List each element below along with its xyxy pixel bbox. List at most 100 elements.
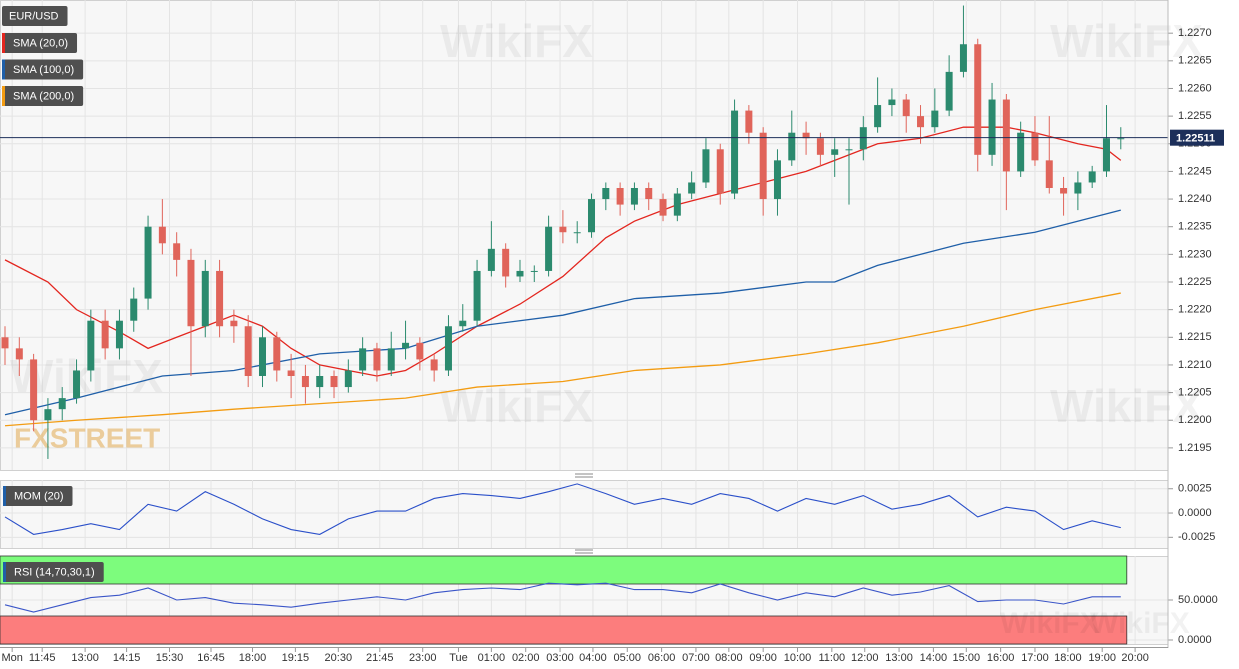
candle-body — [931, 110, 939, 128]
x-tick-label: 18:00 — [1054, 652, 1082, 664]
sma-line — [4, 126, 1122, 377]
candle-body — [287, 370, 295, 376]
y-tick-label: 1.2200 — [1178, 414, 1212, 426]
candle-body — [1017, 132, 1025, 172]
last-price-box — [1170, 129, 1224, 146]
y-tick-label: 1.2210 — [1178, 359, 1212, 371]
x-tick-label: 06:00 — [648, 652, 676, 664]
candle-body — [645, 188, 653, 200]
y-tick-label: 0.0025 — [1178, 483, 1212, 495]
candle-body — [430, 359, 438, 371]
candle-body — [15, 348, 23, 360]
indicator-line — [4, 582, 1121, 613]
candle-body — [802, 132, 810, 139]
legend-swatch — [3, 486, 6, 506]
x-tick-label: 01:00 — [478, 652, 506, 664]
x-tick-label: 04:00 — [579, 652, 607, 664]
candle-body — [1102, 138, 1110, 172]
sma-line — [4, 292, 1121, 427]
x-tick-label: 21:45 — [366, 652, 394, 664]
candle-body — [487, 248, 495, 271]
y-tick-label: 1.2240 — [1178, 193, 1212, 205]
x-tick-label: 13:00 — [71, 652, 99, 664]
candle-body — [773, 160, 781, 200]
candle-body — [917, 116, 925, 128]
y-tick-label: 1.2265 — [1178, 55, 1212, 67]
panel — [0, 480, 1169, 549]
legend-box-bg — [2, 86, 84, 106]
candle-body — [1088, 171, 1096, 183]
candle-body — [316, 376, 324, 388]
x-tick-label: 14:15 — [113, 652, 141, 664]
y-tick-label: 1.2195 — [1178, 442, 1212, 454]
candle-body — [230, 320, 238, 327]
x-tick-label: 11:00 — [818, 652, 845, 664]
candle-body — [1045, 160, 1053, 188]
candle-body — [1, 337, 9, 349]
indicator-line — [4, 483, 1121, 535]
candle-body — [816, 138, 824, 155]
legend-box: SMA (100,0) — [2, 59, 84, 80]
x-tick-label: 20:30 — [325, 652, 353, 664]
legend-box-bg — [2, 33, 78, 53]
candle-body — [187, 259, 195, 327]
y-tick-label: 1.2260 — [1178, 82, 1212, 94]
candle-body — [402, 342, 410, 349]
y-tick-label: 1.2220 — [1178, 304, 1212, 316]
legend-box-bg — [2, 6, 68, 26]
candle-body — [216, 270, 224, 327]
candle-body — [30, 359, 38, 421]
y-tick-label: 1.2225 — [1178, 276, 1212, 288]
legend-box: EUR/USD — [2, 6, 68, 26]
legend-label: EUR/USD — [9, 10, 59, 22]
candle-body — [459, 320, 467, 327]
x-tick-label: 14:00 — [920, 652, 948, 664]
candle-body — [502, 248, 510, 277]
candle-body — [988, 99, 996, 155]
y-tick-label: 1.2215 — [1178, 331, 1212, 343]
oversold-zone — [0, 615, 1128, 645]
x-tick-label: 02:00 — [512, 652, 540, 664]
y-tick-label: 1.2270 — [1178, 27, 1212, 39]
x-tick-label: 16:00 — [987, 652, 1015, 664]
candle-body — [602, 188, 610, 200]
y-tick-label: 0.0000 — [1178, 507, 1212, 519]
x-tick-label: 13:00 — [885, 652, 913, 664]
legend-box-bg — [3, 562, 104, 582]
candle-body — [516, 270, 524, 277]
candle-body — [101, 320, 109, 349]
x-tick-label: 16:45 — [197, 652, 225, 664]
overbought-zone — [0, 555, 1128, 585]
candle-body — [173, 243, 181, 260]
candle-body — [1002, 99, 1010, 172]
candle-body — [373, 348, 381, 371]
candle-body — [788, 132, 796, 161]
x-tick-label: 15:30 — [156, 652, 184, 664]
y-tick-label: 1.2235 — [1178, 221, 1212, 233]
legend-swatch — [2, 59, 5, 80]
x-tick-label: 18:00 — [239, 652, 267, 664]
candle-body — [731, 110, 739, 194]
candle-body — [745, 110, 753, 133]
y-tick-label: 50.0000 — [1178, 594, 1218, 606]
x-tick-label: Tue — [449, 652, 468, 664]
watermark: WikiFX — [1050, 380, 1203, 432]
candle-body — [902, 99, 910, 117]
x-tick-label: 05:00 — [614, 652, 642, 664]
x-tick-label: 03:00 — [546, 652, 574, 664]
candle-body — [616, 188, 624, 205]
candle-body — [588, 199, 596, 233]
y-tick-label: 1.2205 — [1178, 386, 1212, 398]
x-tick-label: 09:00 — [749, 652, 777, 664]
candle-body — [387, 348, 395, 371]
watermark: WikiFX — [1090, 607, 1190, 640]
candle-body — [258, 337, 266, 376]
candle-body — [759, 132, 767, 200]
candle-body — [530, 270, 538, 272]
candle-body — [201, 270, 209, 327]
candle-body — [244, 326, 252, 376]
last-price-label: 1.22511 — [1176, 133, 1215, 145]
watermark: FXSTREET — [14, 422, 160, 453]
